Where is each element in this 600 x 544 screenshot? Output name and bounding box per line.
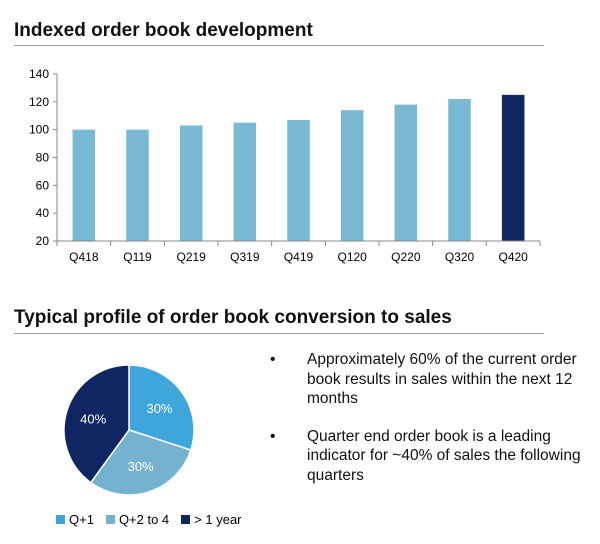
bar-chart: 20 40 60 80 100 120 140 Q418 Q119 Q219 Q319 Q419 Q12… (29, 67, 541, 264)
y-tick-label: 140 (29, 67, 49, 81)
pie-value-label: 30% (128, 459, 154, 474)
bar (126, 129, 149, 241)
x-tick-label: Q419 (284, 250, 314, 264)
x-tick-label: Q120 (337, 250, 367, 264)
pie-chart: 30% 30% 40% (63, 364, 195, 496)
legend-swatch (56, 515, 65, 524)
bar (72, 129, 96, 241)
bar-chart-title: Indexed order book development (14, 20, 313, 41)
bar (179, 125, 203, 241)
title-rule (14, 45, 544, 46)
y-tick-label: 80 (36, 151, 50, 165)
legend-item: Q+1 (56, 512, 94, 527)
y-tick-label: 60 (36, 178, 50, 192)
pie-slice (128, 364, 195, 452)
bullet-dot: • (270, 351, 276, 368)
bar (340, 110, 364, 241)
legend-item: Q+2 to 4 (105, 512, 170, 527)
bullet-text: Approximately 60% of the current order b… (307, 351, 577, 407)
bullet-item: • Quarter end order book is a leading in… (270, 427, 590, 486)
bar (394, 104, 418, 241)
bullet-item: • Approximately 60% of the current order… (270, 350, 590, 409)
legend-item: > 1 year (181, 512, 242, 527)
bullet-dot: • (270, 427, 276, 445)
bullet-list: • Approximately 60% of the current order… (270, 350, 590, 503)
legend-label: Q+1 (69, 512, 94, 527)
title-rule (14, 333, 544, 334)
x-tick-label: Q418 (69, 250, 99, 264)
bar (448, 99, 471, 241)
pie-slice (63, 364, 130, 484)
legend-label: > 1 year (194, 512, 242, 527)
pie-section-title: Typical profile of order book conversion… (14, 307, 452, 328)
pie-value-label: 40% (80, 411, 106, 426)
x-tick-label: Q420 (498, 250, 528, 264)
y-tick-label: 100 (29, 123, 49, 137)
bar (287, 119, 310, 241)
pie-slice (89, 429, 192, 496)
legend-swatch (181, 515, 191, 524)
x-tick-label: Q119 (123, 250, 152, 264)
legend-swatch (105, 515, 115, 524)
pie-legend: Q+1 Q+2 to 4 > 1 year (56, 512, 254, 527)
legend-label: Q+2 to 4 (118, 512, 170, 527)
x-tick-label: Q220 (391, 250, 421, 264)
y-tick-label: 120 (29, 95, 49, 109)
bar (501, 94, 525, 241)
bullet-text: Quarter end order book is a leading indi… (307, 427, 581, 484)
x-tick-label: Q319 (230, 250, 260, 264)
y-tick-label: 40 (36, 206, 50, 220)
x-tick-label: Q219 (176, 250, 206, 264)
y-tick-label: 20 (36, 234, 50, 248)
bar (233, 122, 257, 241)
x-tick-label: Q320 (445, 250, 475, 264)
pie-value-label: 30% (146, 401, 172, 416)
